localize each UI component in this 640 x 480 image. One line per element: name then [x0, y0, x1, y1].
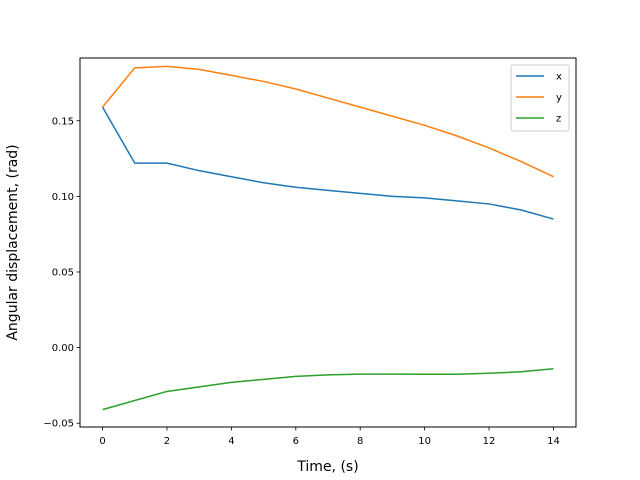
x-tick-label: 8 — [357, 436, 363, 447]
x-tick-label: 0 — [99, 436, 105, 447]
y-tick-label: 0.15 — [52, 116, 74, 127]
legend-box — [510, 64, 570, 132]
y-tick-label: 0.05 — [52, 267, 74, 278]
y-tick-label: −0.05 — [43, 419, 74, 430]
y-tick-label: 0.00 — [52, 343, 74, 354]
series-line-x — [101, 106, 554, 220]
series-line-y — [101, 65, 554, 178]
plot-area-frame — [79, 57, 577, 428]
legend-label-x: x — [556, 72, 562, 83]
legend-label-z: z — [556, 114, 561, 125]
x-tick-label: 2 — [164, 436, 170, 447]
x-tick-label: 14 — [547, 436, 560, 447]
x-tick-label: 6 — [293, 436, 299, 447]
y-axis-label: Angular displacement, (rad) — [5, 144, 21, 340]
x-tick-label: 4 — [228, 436, 234, 447]
series-layer — [101, 65, 554, 411]
y-tick-label: 0.10 — [52, 192, 74, 203]
y-axis: −0.05 0.00 0.05 0.10 0.15 — [43, 116, 80, 430]
x-tick-label: 10 — [418, 436, 431, 447]
x-axis: 0 2 4 6 8 10 12 14 — [99, 427, 560, 447]
legend: xyz — [510, 64, 570, 132]
x-tick-label: 12 — [483, 436, 496, 447]
x-axis-label: Time, (s) — [296, 459, 358, 475]
legend-label-y: y — [556, 93, 562, 104]
series-line-z — [102, 368, 554, 411]
